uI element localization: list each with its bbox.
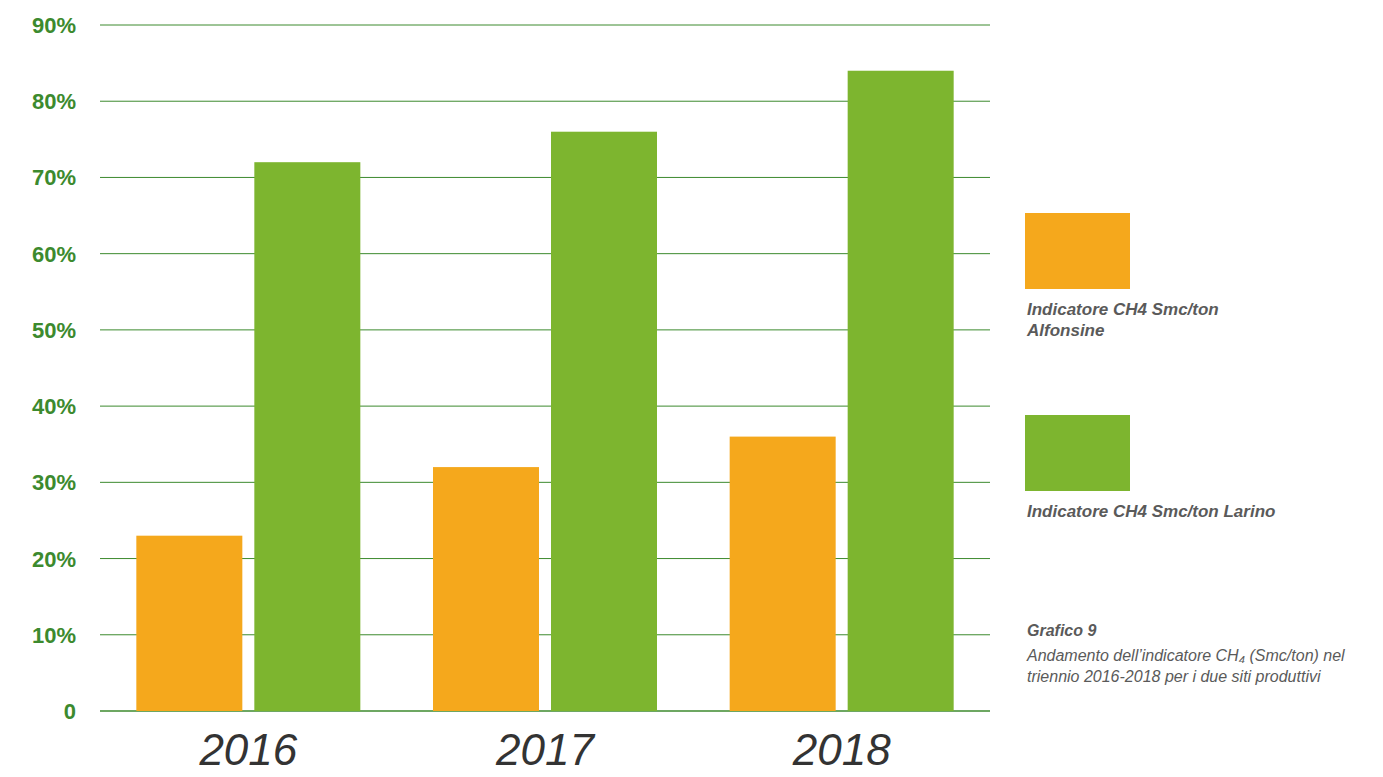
legend-label: Indicatore CH4 Smc/ton Larino bbox=[1027, 501, 1277, 522]
tick-label: 30% bbox=[32, 470, 76, 495]
tick-label: 70% bbox=[32, 165, 76, 190]
bar bbox=[551, 132, 657, 711]
bar bbox=[730, 437, 836, 711]
category-label: 2018 bbox=[792, 725, 891, 774]
bar bbox=[848, 71, 954, 711]
tick-label: 10% bbox=[32, 623, 76, 648]
legend-label: Indicatore CH4 Smc/ton Alfonsine bbox=[1027, 299, 1277, 341]
tick-label: 90% bbox=[32, 13, 76, 38]
bar bbox=[433, 467, 539, 711]
category-label: 2017 bbox=[495, 725, 595, 774]
tick-label: 0 bbox=[64, 699, 76, 724]
tick-label: 60% bbox=[32, 242, 76, 267]
tick-label: 20% bbox=[32, 547, 76, 572]
bar bbox=[136, 536, 242, 711]
tick-label: 40% bbox=[32, 394, 76, 419]
legend-swatch bbox=[1025, 213, 1130, 289]
legend-swatch bbox=[1025, 415, 1130, 491]
title: Grafico 9 bbox=[1027, 622, 1096, 640]
category-label: 2016 bbox=[198, 725, 297, 774]
grid-line bbox=[100, 25, 990, 26]
tick-label: 80% bbox=[32, 89, 76, 114]
bars bbox=[136, 71, 953, 711]
subtitle: Andamento dell’indicatore CH₄ (Smc/ton) … bbox=[1027, 645, 1357, 687]
tick-label: 50% bbox=[32, 318, 76, 343]
bar bbox=[254, 162, 360, 711]
